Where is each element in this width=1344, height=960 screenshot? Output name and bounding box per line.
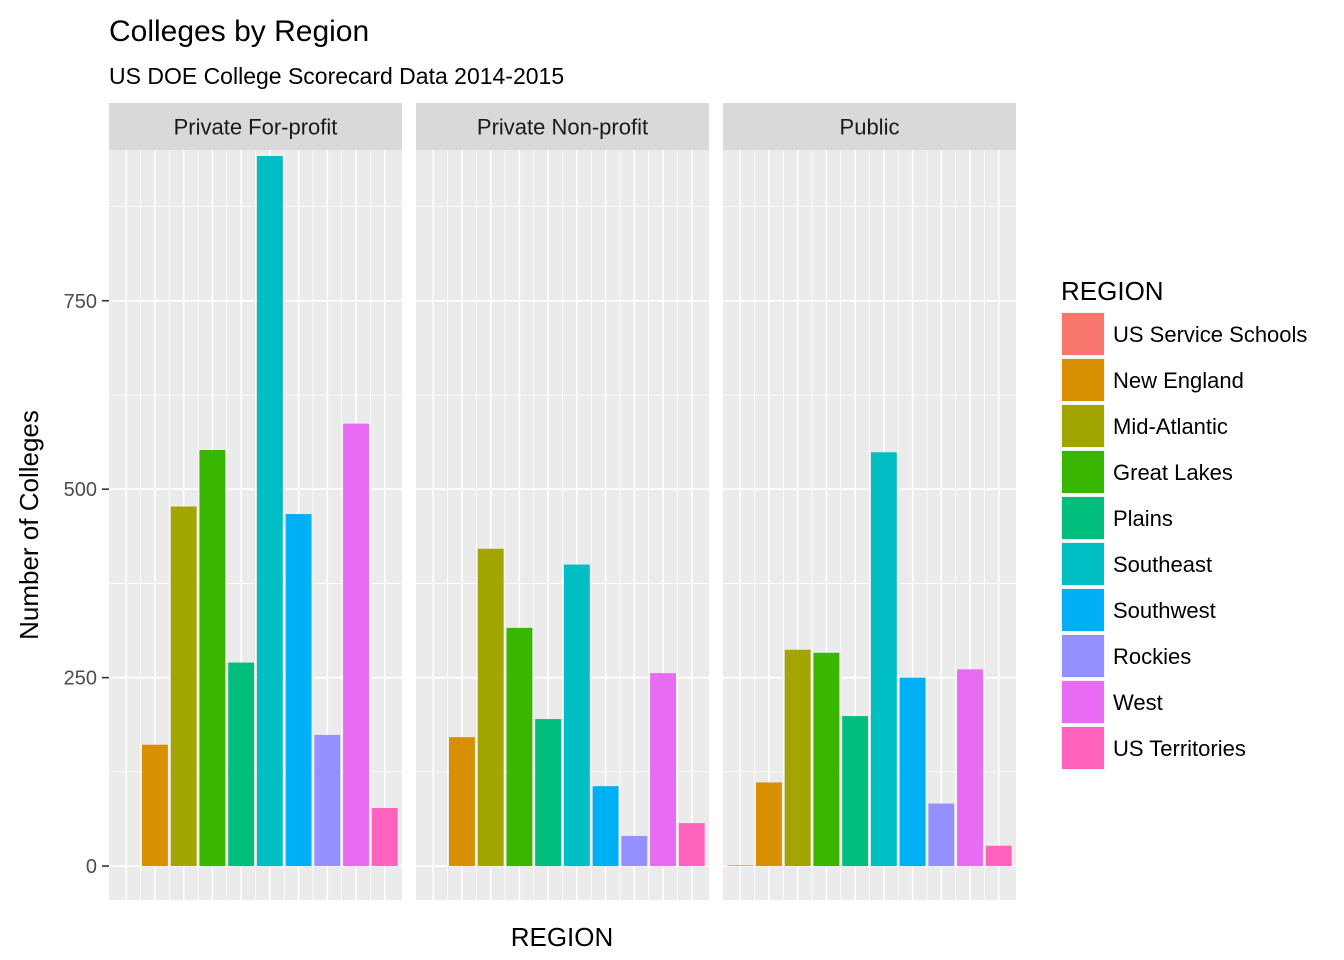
bar (506, 627, 533, 867)
legend-item: New England (1061, 358, 1244, 402)
legend-item: Great Lakes (1061, 450, 1233, 494)
bar (371, 808, 398, 867)
legend-label: Southeast (1113, 552, 1212, 577)
legend-label: West (1113, 690, 1163, 715)
legend-title: REGION (1061, 276, 1164, 306)
facet-panel: Public (723, 103, 1016, 900)
legend-item: US Territories (1061, 726, 1246, 770)
bar (678, 823, 705, 867)
y-tick-label: 750 (64, 291, 97, 313)
bar (563, 564, 590, 867)
bar (449, 737, 475, 867)
facet-panel: Private Non-profit (416, 103, 709, 900)
legend-label: Southwest (1113, 598, 1216, 623)
y-tick-label: 250 (64, 668, 97, 690)
facet-label: Private Non-profit (477, 115, 648, 140)
chart-title: Colleges by Region (109, 15, 369, 48)
legend-swatch (1062, 451, 1104, 493)
bar (842, 716, 869, 867)
legend-swatch (1062, 405, 1104, 447)
bar (314, 734, 341, 867)
legend-label: Great Lakes (1113, 460, 1233, 485)
legend-item: West (1061, 680, 1163, 724)
legend-label: US Territories (1113, 736, 1246, 761)
legend-label: US Service Schools (1113, 322, 1307, 347)
facet-panel: Private For-profit (109, 103, 402, 900)
bar (170, 506, 197, 867)
bar (285, 514, 312, 867)
legend-item: Mid-Atlantic (1061, 404, 1228, 448)
bar (756, 782, 782, 867)
legend-label: Rockies (1113, 644, 1191, 669)
legend-label: Plains (1113, 506, 1173, 531)
bar (535, 719, 562, 867)
facet-strip (109, 103, 402, 150)
bar (985, 845, 1012, 867)
legend-items: US Service Schools New England Mid-Atlanti… (1061, 312, 1307, 770)
bar (870, 452, 897, 867)
y-axis: 0 250 500 750 (64, 291, 109, 878)
legend-item: Plains (1061, 496, 1173, 540)
chart-subtitle: US DOE College Scorecard Data 2014-2015 (109, 63, 564, 89)
legend-item: US Service Schools (1061, 312, 1307, 356)
x-axis-title: REGION (511, 922, 614, 952)
legend-item: Rockies (1061, 634, 1191, 678)
bar (256, 156, 283, 867)
legend-swatch (1062, 635, 1104, 677)
bar (621, 835, 648, 867)
legend-swatch (1062, 497, 1104, 539)
bar (650, 673, 676, 867)
bar (142, 744, 168, 867)
facet-strip (416, 103, 709, 150)
bar (813, 652, 840, 867)
bar (928, 803, 955, 867)
facet-label: Private For-profit (174, 115, 338, 140)
legend-swatch (1062, 313, 1104, 355)
legend-item: Southwest (1061, 588, 1216, 632)
bar (784, 649, 811, 867)
legend-swatch (1062, 589, 1104, 631)
facet-label: Public (840, 115, 900, 140)
legend-swatch (1062, 681, 1104, 723)
legend-item: Southeast (1061, 542, 1212, 586)
facet-panels: Private For-profit Private Non-profit Publ… (109, 103, 1016, 900)
bar (727, 865, 754, 867)
bar (957, 669, 983, 867)
facet-strip (723, 103, 1016, 150)
bar (899, 677, 926, 867)
legend-label: Mid-Atlantic (1113, 414, 1228, 439)
bar (477, 548, 504, 867)
y-tick-label: 0 (86, 856, 97, 878)
bar (592, 786, 619, 867)
bar (228, 662, 255, 867)
legend-swatch (1062, 543, 1104, 585)
legend-swatch (1062, 359, 1104, 401)
bar (199, 450, 226, 867)
legend-swatch (1062, 727, 1104, 769)
y-axis-title: Number of Colleges (14, 410, 44, 640)
legend: REGION US Service Schools New England Mid-… (1061, 276, 1307, 770)
legend-label: New England (1113, 368, 1244, 393)
y-tick-label: 500 (64, 479, 97, 501)
bar (343, 423, 369, 867)
